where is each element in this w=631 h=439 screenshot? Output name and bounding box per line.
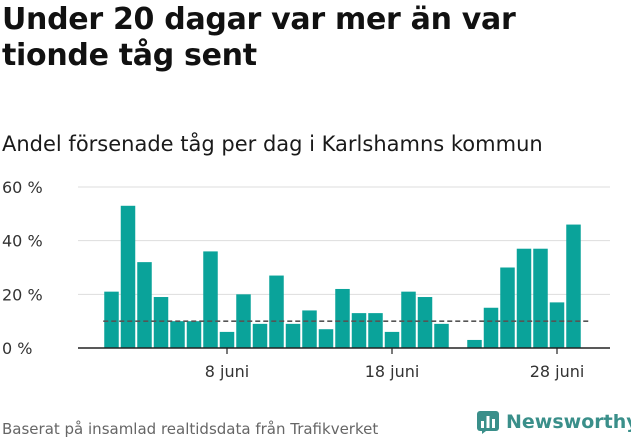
bar	[384, 331, 400, 348]
bar	[153, 297, 169, 348]
bar	[401, 291, 416, 348]
chart-title: Under 20 dagar var mer än var tionde tåg…	[2, 2, 516, 73]
bar	[269, 275, 284, 348]
newsworthy-icon	[477, 411, 499, 434]
bar	[219, 331, 235, 348]
y-tick-label: 0 %	[2, 339, 32, 358]
x-tick-label: 18 juni	[365, 362, 420, 381]
bar	[170, 321, 185, 348]
bar	[351, 313, 367, 348]
y-tick-label: 20 %	[2, 285, 43, 304]
bar	[318, 329, 334, 348]
bar	[467, 339, 482, 348]
bar	[302, 310, 317, 348]
bar	[417, 297, 433, 348]
x-tick-label: 28 juni	[530, 362, 585, 381]
brand-name: Newsworthy	[506, 411, 631, 433]
bar	[566, 224, 581, 348]
source-note: Baserat på insamlad realtidsdata från Tr…	[2, 420, 379, 438]
bar	[434, 323, 449, 348]
bar	[500, 267, 515, 348]
bar	[252, 323, 268, 348]
bar	[203, 251, 218, 348]
axes: 0 % 20 % 40 % 60 % 8 juni 18 juni 28 juni	[2, 178, 610, 381]
bar	[137, 262, 152, 348]
y-tick-label: 60 %	[2, 178, 43, 197]
bar	[104, 291, 119, 348]
x-tick-label: 8 juni	[205, 362, 249, 381]
newsworthy-logo: Newsworthy	[476, 409, 631, 435]
bars	[104, 205, 581, 348]
y-tick-label: 40 %	[2, 232, 43, 251]
bar	[285, 323, 301, 348]
bar	[533, 248, 548, 348]
bar	[516, 248, 532, 348]
bar	[186, 321, 202, 348]
bar	[335, 288, 350, 348]
bar	[549, 302, 565, 348]
bar	[120, 205, 136, 348]
bar	[368, 313, 383, 348]
bar	[483, 307, 499, 348]
chart-subtitle: Andel försenade tåg per dag i Karlshamns…	[2, 132, 543, 156]
